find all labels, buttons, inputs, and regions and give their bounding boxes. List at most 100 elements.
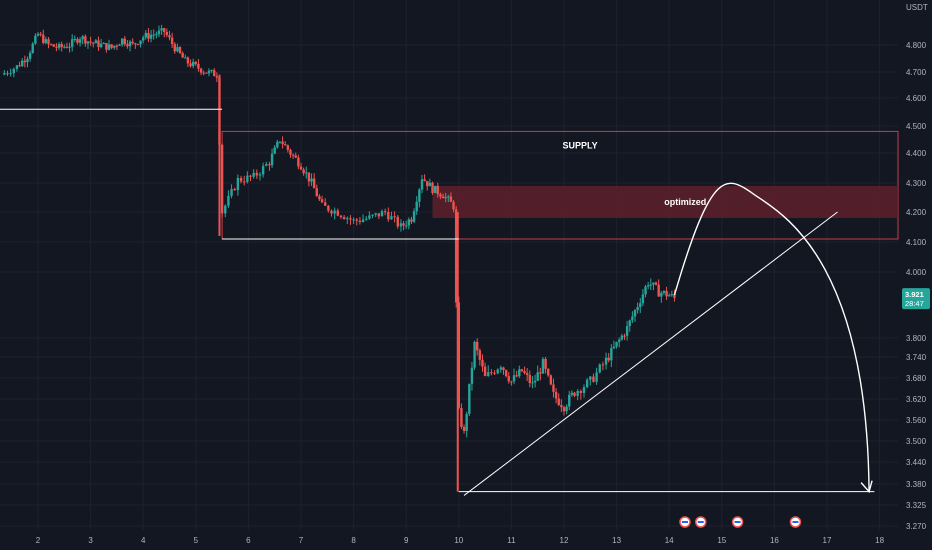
candle-body [612,346,616,349]
candle-body [552,384,555,392]
candle-body [374,213,377,215]
candle-body [415,201,418,212]
candle-body [81,36,84,40]
event-markers[interactable] [679,516,802,528]
price-tick-label: 3.270 [906,522,927,531]
candle-body [86,41,90,44]
candle-body [89,41,92,43]
candle-body [68,46,71,48]
candle-body [407,219,411,226]
candle-body [144,32,148,38]
candle-body [562,407,566,412]
time-tick-label: 14 [665,536,674,545]
time-tick-label: 2 [36,536,41,545]
candle-body [447,196,450,198]
price-axis[interactable]: 4.800 4.700 4.600 4.500 4.400 4.300 4.200 4.100… [906,41,927,531]
candle-body [191,61,195,67]
candle-body [197,63,200,69]
candle-body [515,375,518,377]
candle-body [428,182,432,187]
candle-body [99,43,103,48]
candle-body [631,316,634,321]
candle-body [220,144,224,214]
candle-body [149,34,153,39]
candle-body [468,383,471,414]
candle-body [330,210,333,214]
time-tick-label: 5 [194,536,199,545]
candle-body [652,282,655,285]
candle-body [155,34,158,36]
time-tick-label: 10 [454,536,463,545]
candle-body [168,35,171,38]
time-axis[interactable]: 2 3 4 5 6 7 8 9 10 11 12 13 14 15 16 17 18 [36,536,885,545]
candle-body [420,179,424,190]
candle-body [110,44,113,48]
candle-body [152,34,155,36]
candle-body [44,39,48,44]
candle-body [239,177,243,182]
time-tick-label: 13 [612,536,621,545]
candle-body [284,144,287,146]
candle-body [39,33,42,35]
candle-body [589,376,592,380]
time-tick-label: 8 [351,536,356,545]
candle-body [70,39,74,47]
currency-label: USDT [906,3,928,12]
candle-body [436,185,439,195]
candle-body [444,196,447,199]
candle-body [302,169,305,174]
candle-body [628,320,631,327]
candle-body [194,61,197,64]
candle-body [493,372,496,374]
candle-body [323,202,327,206]
candle-body [377,213,381,217]
price-tick-label: 3.740 [906,353,927,362]
candle-body [393,216,396,218]
candle-body [465,413,468,431]
candle-body [483,366,487,377]
candle-body [512,375,516,382]
candle-body [73,38,77,40]
candle-body [507,376,510,382]
candle-body [560,404,563,408]
candle-body [107,44,111,50]
projection-arrow-head [860,480,873,494]
candle-body [418,189,421,202]
candle-body [523,371,526,374]
candle-body [639,303,642,308]
candle-body [557,398,560,405]
candle-body [233,188,236,191]
candle-body [176,47,179,52]
event-flag-stripe [681,521,688,523]
candle-body [352,219,355,221]
candle-body [399,223,403,227]
candle-body [310,178,313,182]
candle-body [210,70,213,72]
time-tick-label: 18 [875,536,884,545]
candle-body [520,369,524,372]
candle-body [478,350,482,360]
price-tick-label: 4.400 [906,149,927,158]
candle-body [246,175,249,182]
candle-body [115,45,119,47]
candle-body [660,292,663,297]
candle-body [620,335,624,340]
time-tick-label: 17 [823,536,832,545]
candle-body [579,390,583,394]
time-tick-label: 4 [141,536,146,545]
candle-body [15,65,19,69]
candle-body [342,217,346,220]
candle-body [457,302,460,409]
time-tick-label: 16 [770,536,779,545]
candle-body [426,180,429,187]
candle-body [207,70,211,74]
price-tick-label: 4.600 [906,94,927,103]
candle-body [312,178,316,189]
candle-body [636,307,639,311]
price-tick-label: 4.100 [906,238,927,247]
candle-body [665,290,668,297]
candle-body [18,65,21,67]
candle-body [34,35,37,44]
price-tick-label: 3.560 [906,416,927,425]
